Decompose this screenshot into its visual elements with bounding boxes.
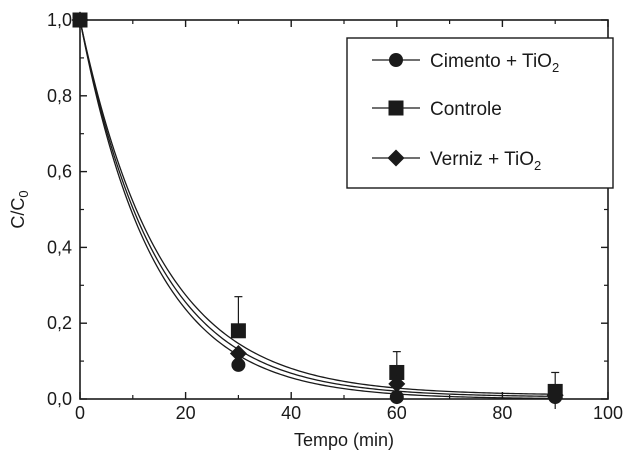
data-point-circle: [389, 390, 404, 405]
x-tick-label: 20: [176, 403, 196, 423]
y-axis-title-main: C/C: [8, 198, 28, 229]
y-tick-label: 0,4: [47, 237, 72, 257]
legend-marker-square: [388, 100, 404, 116]
x-axis-title: Tempo (min): [294, 430, 394, 450]
data-point-diamond: [229, 345, 247, 363]
y-axis-title-subscript: 0: [16, 190, 31, 197]
y-tick-label: 0,0: [47, 389, 72, 409]
data-point-circle: [231, 357, 246, 372]
data-point-diamond: [388, 375, 406, 393]
plot-area: 0 20 40 60 80 100 0,0 0,2 0,4 0,6 0,8 1,0: [47, 10, 623, 423]
plot-frame: [79, 19, 609, 400]
x-tick-label: 40: [281, 403, 301, 423]
fit-curve-square: [79, 19, 556, 395]
y-axis-title: C/C0: [8, 190, 31, 228]
legend-marker-diamond: [387, 149, 405, 167]
x-tick-label: 100: [593, 403, 623, 423]
fit-curve-circle: [79, 19, 556, 400]
legend-label-text: Controle: [430, 99, 502, 120]
data-point-square: [230, 323, 246, 339]
x-tick-label: 0: [75, 403, 85, 423]
legend-label-subscript: 2: [534, 158, 541, 173]
y-tick-label: 0,2: [47, 313, 72, 333]
y-tick-label: 0,6: [47, 162, 72, 182]
legend-label-text: Verniz + TiO: [430, 149, 534, 170]
x-tick-label: 80: [492, 403, 512, 423]
legend-label-circle: Cimento + TiO2: [430, 51, 559, 75]
legend-marker-circle: [389, 53, 403, 67]
fit-curve-diamond: [79, 19, 556, 397]
legend-label-text: Cimento + TiO: [430, 51, 552, 72]
legend-label-subscript: 2: [552, 60, 559, 75]
legend-label-diamond: Verniz + TiO2: [430, 149, 541, 173]
data-point-square: [389, 364, 405, 380]
x-tick-label: 60: [387, 403, 407, 423]
legend-label-square: Controle: [430, 99, 502, 120]
y-tick-label: 1,0: [47, 10, 72, 30]
y-tick-label: 0,8: [47, 86, 72, 106]
